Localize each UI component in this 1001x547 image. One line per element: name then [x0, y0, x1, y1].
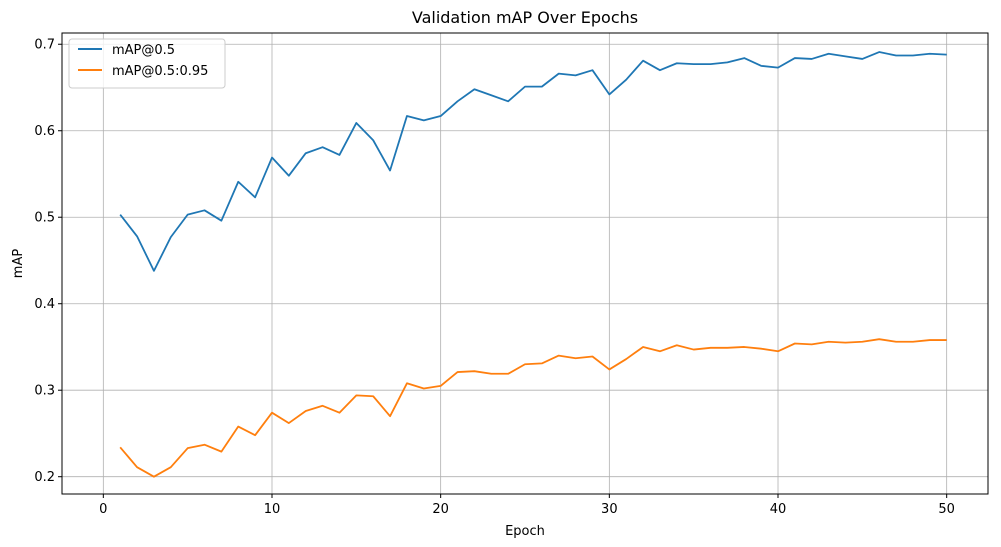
legend-box: [68, 38, 226, 89]
legend: mAP@0.5 mAP@0.5:0.95: [68, 38, 226, 89]
y-tick-label: 0.2: [34, 470, 55, 485]
y-tick-label: 0.5: [34, 211, 55, 226]
x-ticks: 0 10 20 30 40 50: [99, 494, 955, 517]
legend-label-map50: mAP@0.5: [112, 43, 175, 58]
x-tick-label: 10: [264, 502, 281, 517]
legend-label-map50-95: mAP@0.5:0.95: [112, 64, 208, 79]
series-line-0: [119, 51, 947, 272]
grid: [62, 33, 988, 494]
series-layer: [119, 51, 947, 478]
x-tick-label: 20: [432, 502, 449, 517]
y-tick-label: 0.7: [34, 38, 55, 53]
x-axis-label: Epoch: [505, 524, 545, 539]
x-tick-label: 50: [938, 502, 955, 517]
chart-title: Validation mAP Over Epochs: [412, 8, 638, 27]
y-axis-label: mAP: [11, 249, 26, 279]
x-tick-label: 30: [601, 502, 618, 517]
series-line-1: [119, 338, 947, 478]
plot-frame: [61, 32, 989, 495]
y-tick-label: 0.4: [34, 297, 55, 312]
y-tick-label: 0.3: [34, 384, 55, 399]
x-tick-label: 0: [99, 502, 107, 517]
y-tick-label: 0.6: [34, 124, 55, 139]
x-tick-label: 40: [770, 502, 787, 517]
y-ticks: 0.2 0.3 0.4 0.5 0.6 0.7: [34, 38, 62, 485]
